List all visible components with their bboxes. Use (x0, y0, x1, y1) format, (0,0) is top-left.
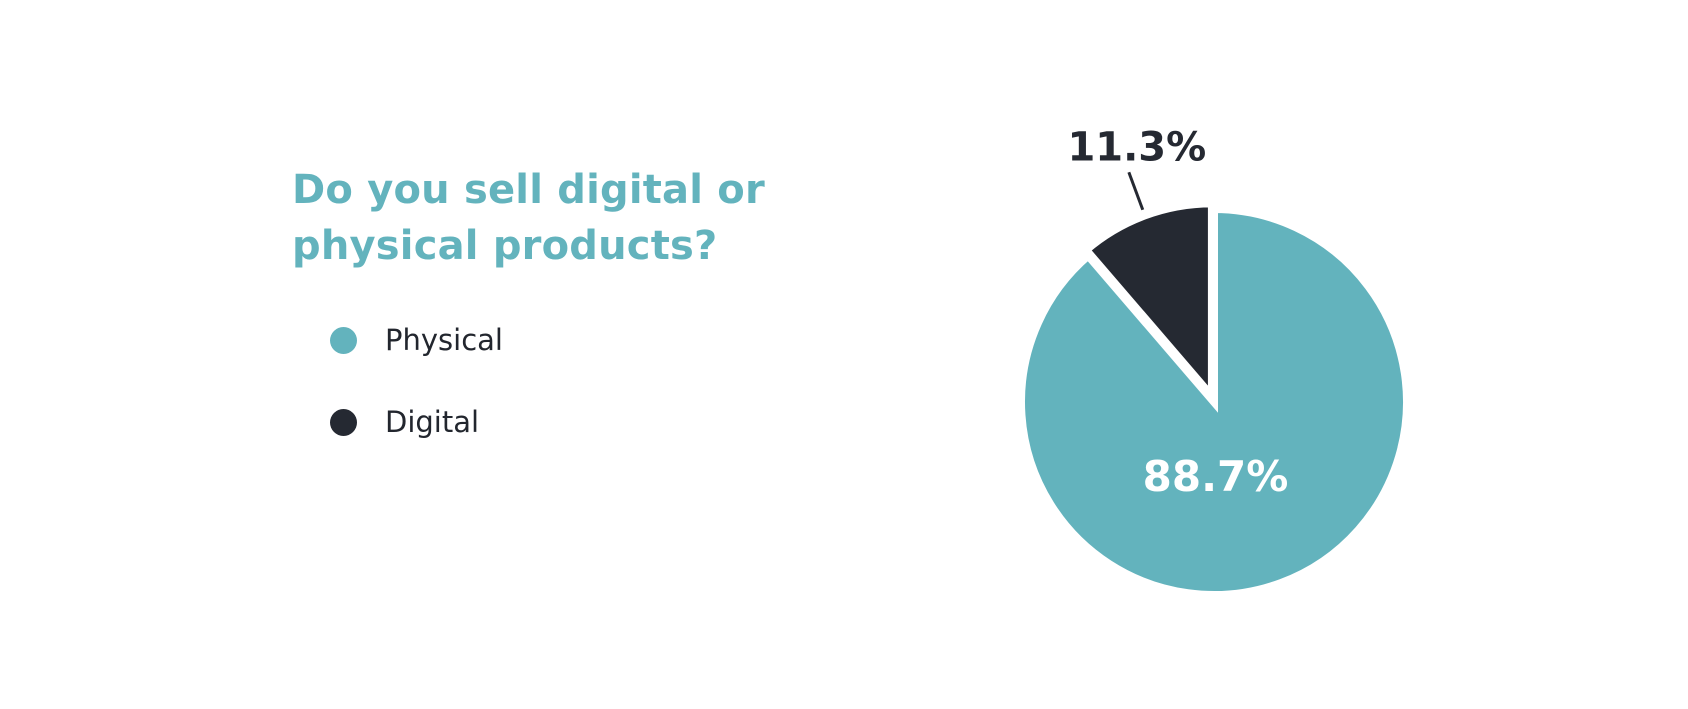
chart-legend: Physical Digital (330, 312, 503, 476)
chart-title: Do you sell digital or physical products… (292, 167, 765, 269)
slice-label-digital: 11.3% (1067, 124, 1206, 170)
pie-slices (1017, 199, 1411, 599)
legend-swatch-digital (330, 408, 357, 436)
legend-item-physical: Physical (330, 312, 503, 368)
pie-slice-digital (1080, 199, 1216, 408)
legend-swatch-physical (330, 326, 357, 354)
legend-label-digital: Digital (385, 405, 480, 439)
label-leader-line (1127, 171, 1145, 211)
slice-label-physical: 88.7% (1143, 452, 1289, 501)
legend-label-physical: Physical (385, 323, 503, 357)
legend-item-digital: Digital (330, 394, 503, 450)
